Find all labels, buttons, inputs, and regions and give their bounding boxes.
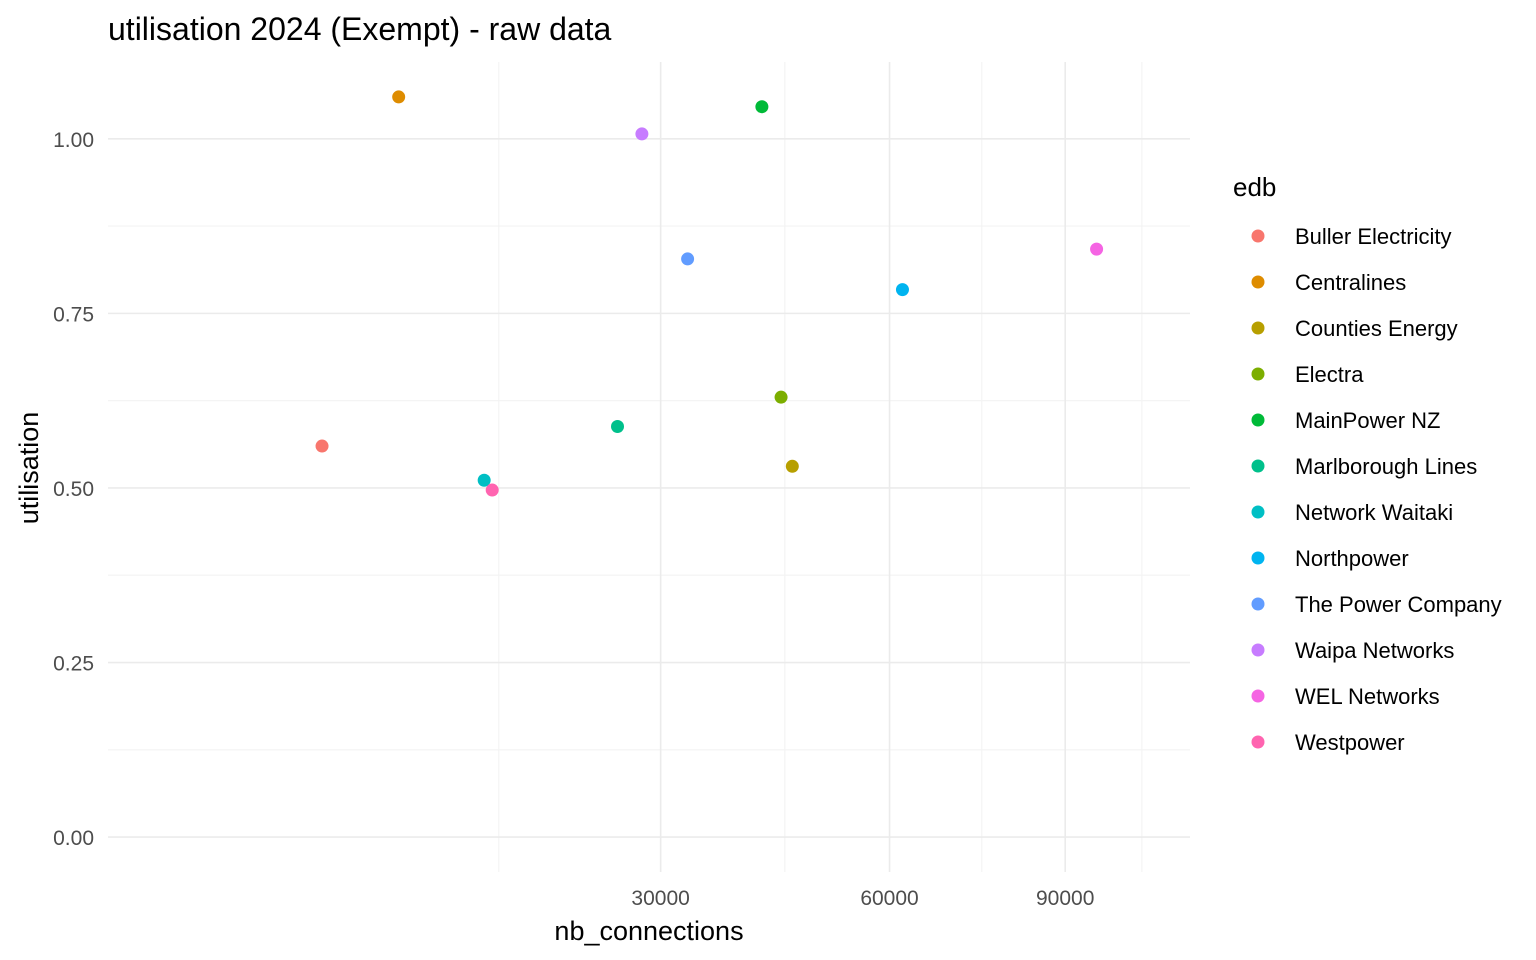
y-tick-label: 0.00	[53, 827, 94, 850]
data-point	[895, 283, 909, 297]
legend-key	[1251, 505, 1265, 519]
x-axis-title: nb_connections	[554, 916, 743, 946]
legend-key	[1251, 643, 1265, 657]
legend-key	[1251, 597, 1265, 611]
data-point	[485, 483, 499, 497]
legend-key	[1251, 367, 1265, 381]
data-point	[681, 252, 695, 266]
data-point	[755, 100, 769, 114]
y-axis-title: utilisation	[14, 412, 44, 525]
y-tick-label: 0.25	[53, 653, 94, 676]
legend-key	[1251, 459, 1265, 473]
legend-label: Counties Energy	[1295, 316, 1458, 341]
legend-key	[1251, 321, 1265, 335]
x-axis-ticks: 30000 60000 90000	[631, 887, 1094, 910]
data-point	[1090, 242, 1104, 256]
legend-key	[1251, 689, 1265, 703]
legend-label: Electra	[1295, 362, 1364, 387]
data-point	[392, 90, 406, 104]
legend-label: Northpower	[1295, 546, 1409, 571]
grid	[108, 62, 1190, 872]
data-point	[315, 439, 329, 453]
legend-key	[1251, 275, 1265, 289]
legend-label: WEL Networks	[1295, 684, 1440, 709]
y-tick-label: 0.50	[53, 478, 94, 501]
legend-label: The Power Company	[1295, 592, 1502, 617]
y-tick-label: 0.75	[53, 303, 94, 326]
y-axis-ticks: 0.00 0.25 0.50 0.75 1.00	[53, 129, 94, 850]
legend-key	[1251, 229, 1265, 243]
legend-label: Network Waitaki	[1295, 500, 1453, 525]
legend-label: MainPower NZ	[1295, 408, 1440, 433]
data-points	[315, 90, 1104, 497]
data-point	[635, 127, 649, 141]
legend-key	[1251, 413, 1265, 427]
x-tick-label: 60000	[860, 887, 918, 910]
x-tick-label: 90000	[1036, 887, 1094, 910]
legend-label: Buller Electricity	[1295, 224, 1451, 249]
legend-label: Marlborough Lines	[1295, 454, 1477, 479]
legend-title: edb	[1233, 172, 1276, 202]
legend-key	[1251, 735, 1265, 749]
legend-label: Waipa Networks	[1295, 638, 1454, 663]
data-point	[611, 420, 625, 433]
legend-key	[1251, 551, 1265, 565]
legend-label: Centralines	[1295, 270, 1406, 295]
legend: edb Buller Electricity Centralines Countie…	[1233, 172, 1502, 755]
data-point	[477, 473, 491, 487]
x-tick-label: 30000	[631, 887, 689, 910]
chart-title: utilisation 2024 (Exempt) - raw data	[108, 11, 612, 47]
data-point	[774, 390, 788, 404]
legend-label: Westpower	[1295, 730, 1405, 755]
y-tick-label: 1.00	[53, 129, 94, 152]
data-point	[785, 459, 799, 473]
